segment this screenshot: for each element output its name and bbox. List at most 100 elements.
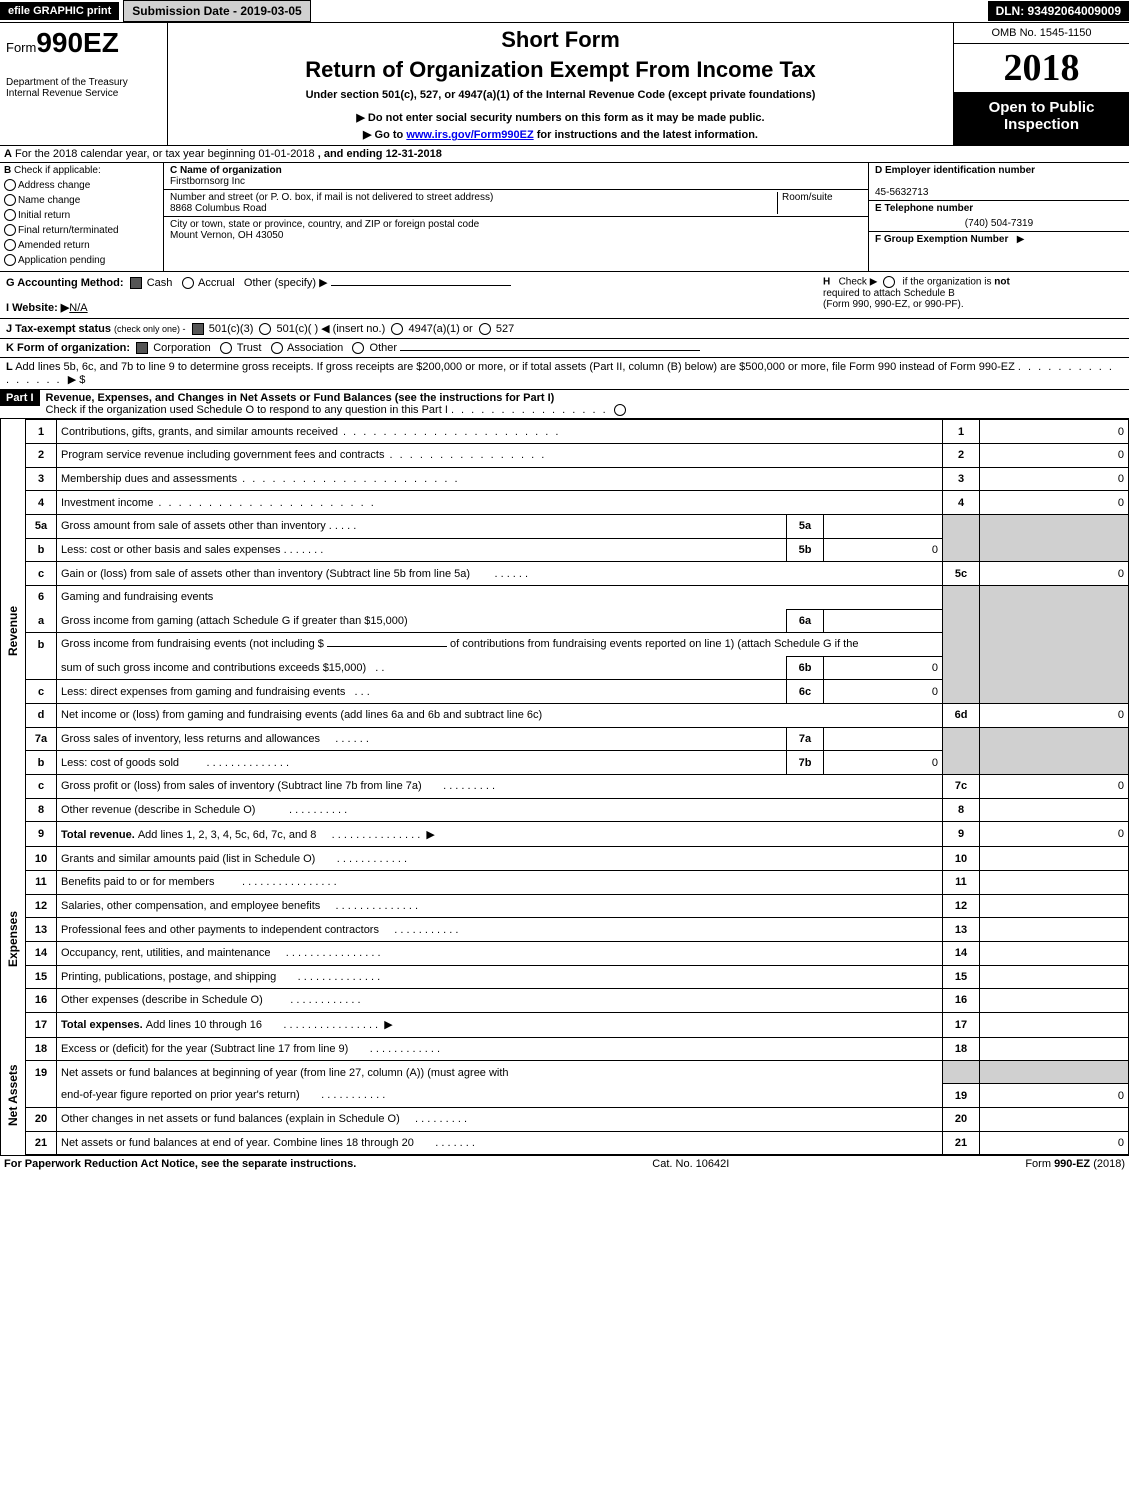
line-desc: Gross income from fundraising events (no… [57, 633, 943, 657]
desc-text: Benefits paid to or for members [61, 876, 214, 888]
chk-label: Application pending [18, 255, 105, 266]
radio-501c-icon[interactable] [259, 323, 271, 335]
vert-expenses: Expenses [0, 842, 25, 1035]
row-h: H Check ▶ if the organization is not req… [823, 276, 1123, 314]
table-row: 1 Contributions, gifts, grants, and simi… [26, 420, 1129, 444]
radio-assoc-icon[interactable] [271, 342, 283, 354]
table-row: 6 Gaming and fundraising events [26, 585, 1129, 609]
efile-print-button[interactable]: efile GRAPHIC print [0, 2, 119, 20]
chk-corp-icon[interactable] [136, 342, 148, 354]
main-table: 1 Contributions, gifts, grants, and simi… [25, 419, 1129, 1155]
goto-post: for instructions and the latest informat… [534, 129, 758, 141]
col-c: C Name of organization Firstbornsorg Inc… [164, 163, 868, 271]
irs-link[interactable]: www.irs.gov/Form990EZ [406, 129, 533, 141]
line-num: c [26, 774, 57, 798]
vert-labels: Revenue Expenses Net Assets [0, 419, 25, 1155]
radio-icon [4, 254, 16, 266]
j-opt4: 527 [496, 323, 514, 335]
line-desc: Less: cost of goods sold . . . . . . . .… [57, 751, 787, 775]
label-b: B [4, 165, 11, 176]
line-desc: Contributions, gifts, grants, and simila… [57, 420, 943, 444]
right-num: 3 [943, 467, 980, 491]
vert-net-assets: Net Assets [0, 1035, 25, 1155]
desc-text: Professional fees and other payments to … [61, 924, 379, 936]
h-checkbox-icon[interactable] [883, 276, 895, 288]
form-number-big: 990EZ [36, 27, 119, 58]
desc-text: Less: cost of goods sold [61, 757, 179, 769]
right-num: 10 [943, 847, 980, 871]
radio-4947-icon[interactable] [391, 323, 403, 335]
part1-check-icon[interactable] [614, 404, 626, 416]
right-val: 0 [980, 491, 1129, 515]
row-a-tax-year: A For the 2018 calendar year, or tax yea… [0, 146, 1129, 163]
chk-amended-return[interactable]: Amended return [4, 239, 159, 251]
chk-final-return[interactable]: Final return/terminated [4, 224, 159, 236]
e-phone-label: E Telephone number [875, 203, 973, 214]
g-other: Other (specify) ▶ [244, 277, 328, 289]
submission-date-box: Submission Date - 2019-03-05 [123, 0, 310, 22]
chk-name-change[interactable]: Name change [4, 194, 159, 206]
line-desc: end-of-year figure reported on prior yea… [57, 1084, 943, 1108]
line-num: c [26, 562, 57, 586]
radio-other-icon[interactable] [352, 342, 364, 354]
chk-initial-return[interactable]: Initial return [4, 209, 159, 221]
k-other-line[interactable] [400, 350, 700, 351]
irs-label: Internal Revenue Service [6, 88, 161, 99]
chk-label: Initial return [18, 210, 70, 221]
chk-501c3-icon[interactable] [192, 323, 204, 335]
phone-value: (740) 504-7319 [875, 218, 1123, 229]
desc-bold: Total revenue. [61, 829, 138, 841]
mid-val [824, 514, 943, 538]
form-header-left: Form990EZ Department of the Treasury Int… [0, 23, 168, 145]
radio-527-icon[interactable] [479, 323, 491, 335]
grey-cell [943, 656, 980, 680]
desc-text: Less: cost or other basis and sales expe… [61, 544, 281, 556]
mid-val [824, 727, 943, 751]
line-num: 13 [26, 918, 57, 942]
part1-title: Revenue, Expenses, and Changes in Net As… [46, 392, 555, 404]
desc-bold: Total expenses. [61, 1019, 146, 1031]
table-row: 14 Occupancy, rent, utilities, and maint… [26, 941, 1129, 965]
j-opt1: 501(c)(3) [209, 323, 254, 335]
radio-accrual-icon[interactable] [182, 277, 194, 289]
desc-text: Occupancy, rent, utilities, and maintena… [61, 947, 271, 959]
line-num: 20 [26, 1108, 57, 1132]
g-other-line[interactable] [331, 285, 511, 286]
city-label: City or town, state or province, country… [170, 219, 479, 230]
footer-right-pre: Form [1025, 1158, 1054, 1170]
l-label: L [6, 361, 13, 373]
part1-dots [451, 404, 608, 416]
line-desc: Printing, publications, postage, and shi… [57, 965, 943, 989]
table-row: 5a Gross amount from sale of assets othe… [26, 514, 1129, 538]
k-corp: Corporation [153, 342, 210, 354]
row-g: G Accounting Method: Cash Accrual Other … [6, 276, 823, 314]
k-trust: Trust [237, 342, 262, 354]
d-ein-row: D Employer identification number 45-5632… [869, 163, 1129, 201]
line-desc: Program service revenue including govern… [57, 444, 943, 468]
grey-cell [943, 727, 980, 751]
part1-badge-wrap: Part I [0, 390, 40, 418]
radio-icon [4, 194, 16, 206]
right-num: 11 [943, 870, 980, 894]
table-row: 13 Professional fees and other payments … [26, 918, 1129, 942]
footer-left: For Paperwork Reduction Act Notice, see … [4, 1158, 356, 1170]
line-desc: Other revenue (describe in Schedule O) .… [57, 798, 943, 822]
table-row: b Gross income from fundraising events (… [26, 633, 1129, 657]
chk-cash-icon[interactable] [130, 277, 142, 289]
right-val [980, 847, 1129, 871]
footer-right-year: (2018) [1090, 1158, 1125, 1170]
right-num: 8 [943, 798, 980, 822]
radio-trust-icon[interactable] [220, 342, 232, 354]
line-num: b [26, 751, 57, 775]
row-a-text1: For the 2018 calendar year, or tax year … [15, 148, 315, 160]
section-bcd: B Check if applicable: Address change Na… [0, 163, 1129, 272]
line-desc: Excess or (deficit) for the year (Subtra… [57, 1037, 943, 1061]
chk-application-pending[interactable]: Application pending [4, 254, 159, 266]
chk-address-change[interactable]: Address change [4, 179, 159, 191]
right-val: 0 [980, 444, 1129, 468]
ein-value: 45-5632713 [875, 187, 928, 198]
blank-line[interactable] [327, 646, 447, 647]
g-cash: Cash [147, 277, 173, 289]
line-desc: Net income or (loss) from gaming and fun… [57, 704, 943, 728]
line-desc: Total revenue. Add lines 1, 2, 3, 4, 5c,… [57, 822, 943, 847]
